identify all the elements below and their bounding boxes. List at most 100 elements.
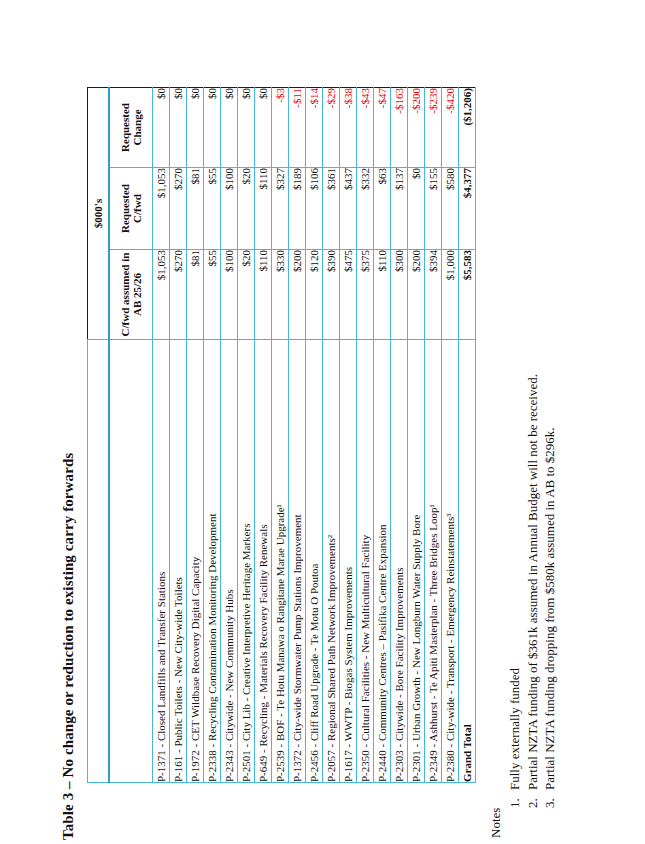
requested-cfwd-cell: $189	[289, 168, 306, 250]
project-name-cell: P-2057 - Regional Shared Path Network Im…	[323, 340, 340, 783]
cfwd-assumed-cell: $475	[340, 250, 357, 340]
requested-change-cell: $0	[170, 87, 187, 167]
requested-change-cell: -$38	[340, 87, 357, 167]
requested-change-cell: -$239	[425, 87, 442, 167]
table-row: P-161 - Public Toilets - New City-wide T…	[170, 87, 187, 782]
requested-change-cell: -$43	[357, 87, 374, 167]
table-body: $000's C/fwd assumed in AB 25/26 Request…	[88, 87, 476, 782]
project-name-cell: P-1972 - CET Wildbase Recovery Digital C…	[187, 340, 204, 783]
column-header-row: C/fwd assumed in AB 25/26 Requested C/fw…	[109, 87, 153, 782]
requested-change-cell: -$3	[272, 87, 289, 167]
note-item-3: 3.Partial NZTA funding dropping from $58…	[541, 30, 559, 838]
project-name-cell: Grand Total	[459, 340, 476, 783]
requested-cfwd-cell: $81	[187, 168, 204, 250]
requested-cfwd-cell: $137	[391, 168, 408, 250]
cfwd-assumed-cell: $300	[391, 250, 408, 340]
cfwd-assumed-cell: $5,583	[459, 250, 476, 340]
cfwd-assumed-cell: $375	[357, 250, 374, 340]
cfwd-assumed-cell: $81	[187, 250, 204, 340]
cfwd-assumed-cell: $270	[170, 250, 187, 340]
project-name-cell: P-2338 - Recycling Contamination Monitor…	[204, 340, 221, 783]
project-name-cell: P-2343 - Citywide - New Community Hubs	[221, 340, 238, 783]
project-name-cell: P-2501 - City Lib - Creative Interpretiv…	[238, 340, 255, 783]
units-row: $000's	[88, 87, 110, 782]
project-name-cell: P-2301 - Urban Growth - New Longburn Wat…	[408, 340, 425, 783]
project-name-cell: P-2303 - Citywide - Bore Facility Improv…	[391, 340, 408, 783]
table-row: P-2539 - BOF - Te Hotu Manawa o Rangitan…	[272, 87, 289, 782]
table-row: P-2456 - Cliff Road Upgrade - Te Motu O …	[306, 87, 323, 782]
requested-cfwd-cell: $20	[238, 168, 255, 250]
note-item-1: 1.Fully externally funded	[506, 30, 524, 838]
notes-section: Notes 1.Fully externally funded 2.Partia…	[488, 30, 559, 838]
blank-header-cell	[88, 340, 110, 783]
requested-change-cell: $0	[153, 87, 170, 167]
col-header-requested-cfwd: Requested C/fwd	[109, 168, 153, 250]
cfwd-assumed-cell: $100	[221, 250, 238, 340]
units-header: $000's	[88, 87, 110, 339]
cfwd-assumed-cell: $330	[272, 250, 289, 340]
cfwd-assumed-cell: $55	[204, 250, 221, 340]
col-header-cfwd-assumed: C/fwd assumed in AB 25/26	[109, 250, 153, 340]
requested-change-cell: -$29	[323, 87, 340, 167]
requested-cfwd-cell: $63	[374, 168, 391, 250]
requested-change-cell: $0	[221, 87, 238, 167]
requested-cfwd-cell: $106	[306, 168, 323, 250]
requested-change-cell: $0	[238, 87, 255, 167]
table-row: P-2501 - City Lib - Creative Interpretiv…	[238, 87, 255, 782]
note-number: 3.	[541, 790, 559, 808]
project-name-cell: P-2440 - Community Centres – Pasifika Ce…	[374, 340, 391, 783]
requested-change-cell: ($1,206)	[459, 87, 476, 167]
requested-change-cell: -$11	[289, 87, 306, 167]
carry-forwards-table: $000's C/fwd assumed in AB 25/26 Request…	[87, 87, 476, 783]
note-text: Fully externally funded	[507, 668, 522, 790]
table-row: P-2343 - Citywide - New Community Hubs $…	[221, 87, 238, 782]
rotated-table-content: Table 3 – No change or reduction to exis…	[60, 30, 565, 840]
requested-change-cell: -$14	[306, 87, 323, 167]
notes-heading: Notes	[488, 30, 504, 838]
cfwd-assumed-cell: $20	[238, 250, 255, 340]
table-row: P-2350 - Cultural Facilities - New Multi…	[357, 87, 374, 782]
requested-cfwd-cell: $1,053	[153, 168, 170, 250]
requested-change-cell: $0	[187, 87, 204, 167]
table-row: P-1371 - Closed Landfills and Transfer S…	[153, 87, 170, 782]
requested-cfwd-cell: $327	[272, 168, 289, 250]
table-row: P-2338 - Recycling Contamination Monitor…	[204, 87, 221, 782]
requested-change-cell: -$200	[408, 87, 425, 167]
requested-cfwd-cell: $0	[408, 168, 425, 250]
col-header-requested-change: Requested Change	[109, 87, 153, 167]
project-name-cell: P-1617 - WWTP - Biogas System Improvemen…	[340, 340, 357, 783]
cfwd-assumed-cell: $390	[323, 250, 340, 340]
requested-cfwd-cell: $437	[340, 168, 357, 250]
table-title: Table 3 – No change or reduction to exis…	[60, 30, 77, 840]
table-row: P-649 - Recycling - Materials Recovery F…	[255, 87, 272, 782]
requested-cfwd-cell: $55	[204, 168, 221, 250]
project-name-cell: P-2350 - Cultural Facilities - New Multi…	[357, 340, 374, 783]
project-name-cell: P-2456 - Cliff Road Upgrade - Te Motu O …	[306, 340, 323, 783]
table-row: P-2380 - City-wide - Transport - Emergen…	[442, 87, 459, 782]
project-name-cell: P-2539 - BOF - Te Hotu Manawa o Rangitan…	[272, 340, 289, 783]
requested-cfwd-cell: $332	[357, 168, 374, 250]
requested-change-cell: -$420	[442, 87, 459, 167]
project-name-cell: P-2380 - City-wide - Transport - Emergen…	[442, 340, 459, 783]
document-page: Table 3 – No change or reduction to exis…	[0, 0, 645, 844]
project-name-cell: P-649 - Recycling - Materials Recovery F…	[255, 340, 272, 783]
table-row: P-2349 - Ashhurst - Te Apiti Masterplan …	[425, 87, 442, 782]
note-text: Partial NZTA funding of $361k assumed in…	[525, 374, 540, 790]
table-row: P-1972 - CET Wildbase Recovery Digital C…	[187, 87, 204, 782]
project-name-cell: P-1372 - City-wide Stormwater Pump Stati…	[289, 340, 306, 783]
table-row: P-2303 - Citywide - Bore Facility Improv…	[391, 87, 408, 782]
project-name-cell: P-161 - Public Toilets - New City-wide T…	[170, 340, 187, 783]
requested-cfwd-cell: $4,377	[459, 168, 476, 250]
cfwd-assumed-cell: $1,053	[153, 250, 170, 340]
project-name-cell: P-2349 - Ashhurst - Te Apiti Masterplan …	[425, 340, 442, 783]
requested-cfwd-cell: $361	[323, 168, 340, 250]
requested-cfwd-cell: $100	[221, 168, 238, 250]
project-name-cell: P-1371 - Closed Landfills and Transfer S…	[153, 340, 170, 783]
cfwd-assumed-cell: $1,000	[442, 250, 459, 340]
cfwd-assumed-cell: $394	[425, 250, 442, 340]
requested-change-cell: $0	[204, 87, 221, 167]
requested-change-cell: -$47	[374, 87, 391, 167]
table-row: P-1372 - City-wide Stormwater Pump Stati…	[289, 87, 306, 782]
project-column-header	[109, 340, 153, 783]
table-row: P-1617 - WWTP - Biogas System Improvemen…	[340, 87, 357, 782]
